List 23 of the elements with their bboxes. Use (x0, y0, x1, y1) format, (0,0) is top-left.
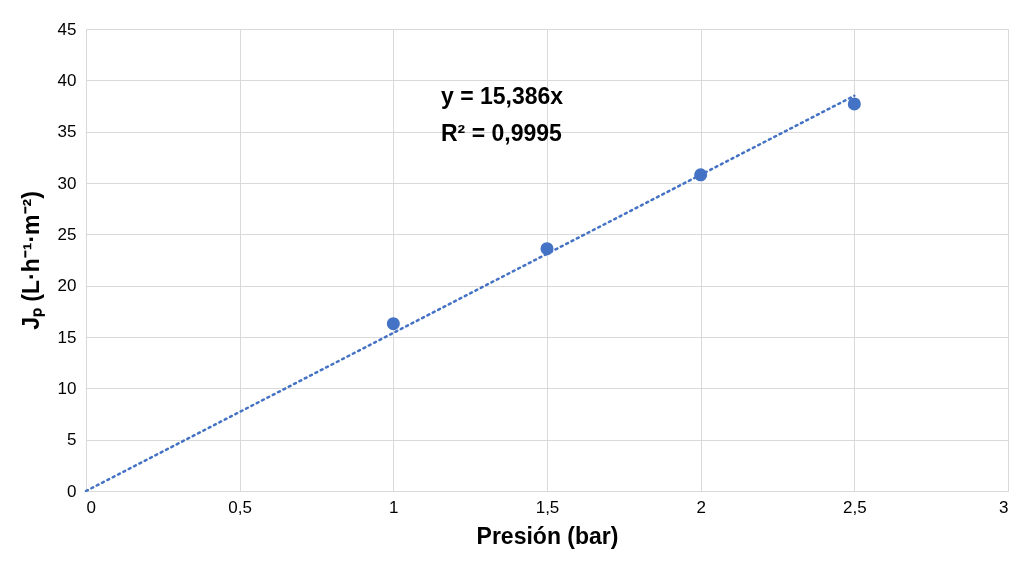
x-tick-label: 2 (696, 497, 706, 517)
x-tick-label: 0 (86, 497, 96, 517)
annotation: y = 15,386x (441, 83, 564, 109)
y-tick-label: 25 (57, 224, 77, 244)
x-tick-label: 0,5 (228, 497, 252, 517)
y-axis-title: Jₚ (L·h⁻¹·m⁻²) (17, 191, 45, 330)
x-tick-label: 2,5 (843, 497, 867, 517)
y-tick-label: 10 (57, 378, 77, 398)
y-tick-label: 15 (57, 327, 77, 347)
y-tick-label: 0 (67, 481, 77, 501)
y-tick-label: 20 (57, 276, 77, 296)
point (847, 97, 861, 111)
point (386, 317, 400, 331)
y-tick-label: 35 (57, 122, 77, 142)
annotation: R² = 0,9995 (441, 120, 563, 146)
y-tick-label: 30 (57, 173, 77, 193)
y-tick-label: 5 (67, 430, 77, 450)
x-tick-label: 3 (999, 497, 1009, 517)
x-tick-label: 1,5 (535, 497, 560, 517)
x-axis-title: Presión (bar) (476, 522, 619, 549)
y-tick-label: 45 (57, 19, 77, 39)
x-tick-label: 1 (389, 497, 399, 517)
y-tick-label: 40 (57, 70, 77, 90)
